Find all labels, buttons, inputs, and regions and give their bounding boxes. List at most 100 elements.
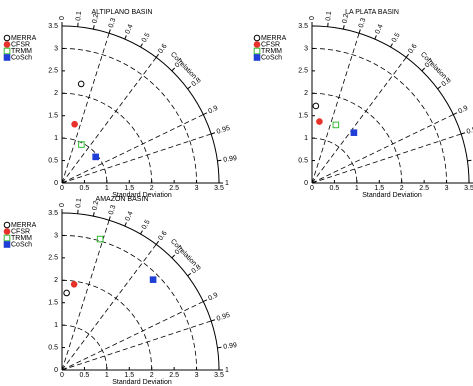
x-tick-label: 1 <box>355 185 359 192</box>
legend-label: MERRA <box>11 35 37 42</box>
legend-label: TRMM <box>11 48 32 55</box>
legend-label: CFSR <box>261 41 280 48</box>
y-tick-label: 1 <box>54 135 58 142</box>
data-point <box>149 276 157 283</box>
x-tick-label: 1 <box>105 372 109 379</box>
data-point <box>96 235 104 243</box>
legend-label: MERRA <box>261 35 287 42</box>
corr-tick-label: 0.4 <box>124 23 134 35</box>
x-axis-label: Standard Deviation <box>112 192 172 199</box>
y-tick-label: 2 <box>54 277 58 284</box>
y-tick-label: 0.5 <box>48 157 58 164</box>
y-tick-label: 2 <box>54 90 58 97</box>
std-arc <box>61 279 153 371</box>
corr-tick-label: 1 <box>225 367 229 374</box>
corr-tick-label: 0.2 <box>342 13 351 24</box>
corr-tick <box>217 159 222 162</box>
std-arc <box>61 92 153 184</box>
arc-label: Correlation <box>169 238 198 268</box>
x-tick-label: 2.5 <box>169 185 179 192</box>
corr-ray <box>61 244 157 371</box>
y-tick-label: 2.5 <box>48 255 58 262</box>
y-tick-label: 3 <box>54 45 58 52</box>
corr-tick <box>217 346 222 349</box>
legend-label: CFSR <box>11 228 30 235</box>
x-tick-label: 1.5 <box>124 372 134 379</box>
data-point <box>92 153 99 161</box>
corr-tick <box>140 43 143 48</box>
corr-ray <box>61 33 110 184</box>
corr-tick-label: 0.99 <box>223 342 238 351</box>
data-point <box>63 289 70 297</box>
corr-tick <box>421 67 426 72</box>
legend-marker <box>3 228 11 235</box>
x-tick-label: 2 <box>150 185 154 192</box>
corr-tick <box>453 112 458 116</box>
y-tick-label: 3.5 <box>48 23 58 30</box>
y-tick-label: 1.5 <box>298 113 308 120</box>
corr-tick-label: 0.2 <box>92 13 101 24</box>
legend-marker <box>3 241 11 248</box>
corr-tick-label: 0 <box>59 203 66 207</box>
y-tick-label: 0 <box>54 180 58 187</box>
corr-tick <box>210 132 216 135</box>
corr-tick-label: 0.3 <box>108 204 118 215</box>
x-axis-label: Standard Deviation <box>362 192 422 199</box>
outer-arc <box>61 25 220 184</box>
y-tick-label: 0 <box>54 367 58 374</box>
corr-tick <box>358 29 361 34</box>
legend-marker <box>253 34 261 42</box>
x-axis-label: Standard Deviation <box>112 379 172 386</box>
std-arc <box>61 137 108 184</box>
corr-tick-label: 0.9 <box>207 105 219 116</box>
corr-tick <box>92 25 95 30</box>
corr-tick-label: 0.3 <box>358 17 368 28</box>
corr-tick-label: 0.7 <box>174 57 186 69</box>
legend-marker <box>3 47 11 55</box>
corr-tick <box>171 67 176 72</box>
corr-tick-label: 0 <box>309 16 316 20</box>
corr-tick-label: 0.5 <box>391 32 402 44</box>
legend-label: TRMM <box>261 48 282 55</box>
corr-tick <box>140 230 143 235</box>
legend-label: CoSch <box>261 54 282 61</box>
x-tick-label: 3 <box>195 372 199 379</box>
legend-marker <box>253 47 261 55</box>
corr-tick <box>203 299 208 303</box>
x-tick-label: 2 <box>400 185 404 192</box>
panel-title: AMAZON BASIN <box>96 196 149 203</box>
x-tick-label: 0 <box>60 372 64 379</box>
corr-tick-label: 0.8 <box>441 77 453 89</box>
corr-tick <box>342 25 345 30</box>
y-tick-label: 3 <box>304 45 308 52</box>
x-tick-label: 0.5 <box>80 185 90 192</box>
corr-tick-label: 0.2 <box>92 200 101 211</box>
legend-marker <box>3 34 11 42</box>
corr-tick <box>124 222 127 227</box>
corr-tick-label: 0.1 <box>75 198 83 208</box>
data-point <box>332 121 340 129</box>
corr-tick <box>390 43 393 48</box>
legend-marker <box>3 221 11 229</box>
corr-tick <box>108 29 111 34</box>
x-tick-label: 0.5 <box>80 372 90 379</box>
corr-tick <box>108 216 111 221</box>
corr-tick <box>124 35 127 40</box>
corr-ray <box>61 220 110 371</box>
legend-marker <box>3 234 11 242</box>
corr-tick <box>187 272 192 277</box>
y-tick-label: 2.5 <box>48 68 58 75</box>
corr-ray <box>311 57 407 184</box>
corr-tick-label: 0.5 <box>141 32 152 44</box>
corr-ray <box>61 133 212 184</box>
outer-arc <box>311 25 470 184</box>
std-arc <box>311 48 447 184</box>
x-tick-label: 3 <box>195 185 199 192</box>
data-point <box>70 280 78 288</box>
x-tick-label: 1 <box>105 185 109 192</box>
corr-tick-label: 0 <box>59 16 66 20</box>
corr-tick-label: 0.6 <box>157 43 169 55</box>
corr-tick-label: 0.1 <box>75 11 83 21</box>
corr-tick-label: 0.5 <box>141 219 152 231</box>
